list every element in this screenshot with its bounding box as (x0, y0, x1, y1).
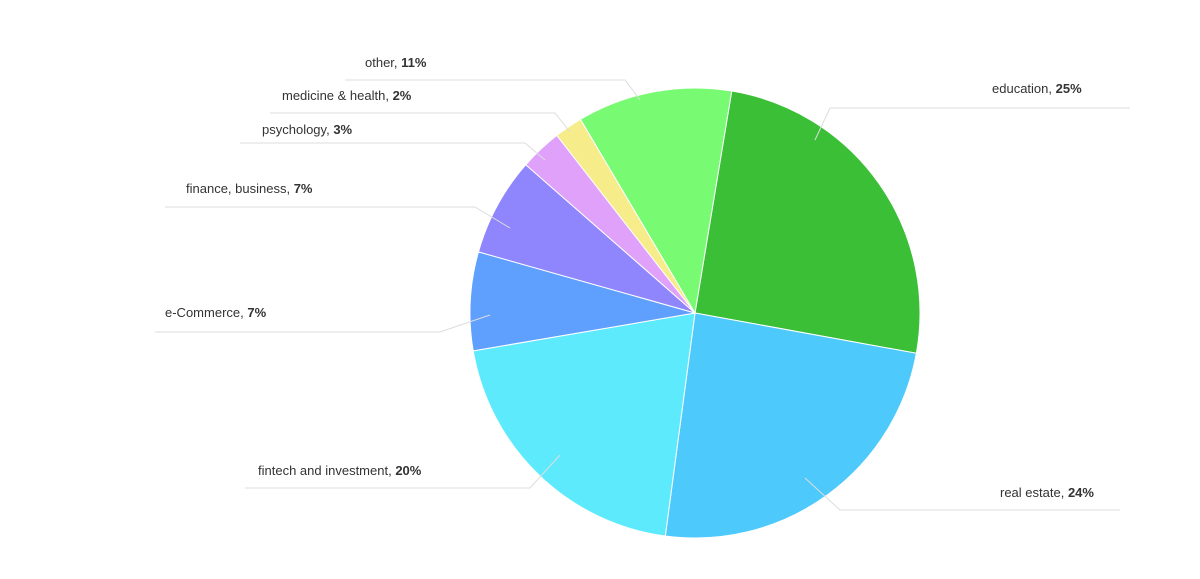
label-value: 7% (247, 305, 266, 320)
slice-label: education, 25% (992, 81, 1082, 96)
label-separator: , (388, 463, 395, 478)
slice-label: real estate, 24% (1000, 485, 1094, 500)
slice-label: psychology, 3% (262, 122, 353, 137)
leader-line (814, 107, 1130, 141)
label-value: 24% (1068, 485, 1094, 500)
label-name: other (365, 55, 395, 70)
slice-label: fintech and investment, 20% (258, 463, 422, 478)
label-value: 2% (393, 88, 412, 103)
pie-slice (472, 312, 696, 537)
label-name: medicine & health (282, 88, 385, 103)
leader-line (804, 477, 1120, 511)
pie-slice (664, 312, 917, 539)
slice-label: finance, business, 7% (186, 181, 313, 196)
label-name: real estate (1000, 485, 1061, 500)
pie-slice (694, 90, 921, 354)
label-name: fintech and investment (258, 463, 388, 478)
label-separator: , (385, 88, 392, 103)
label-value: 3% (333, 122, 352, 137)
label-separator: , (394, 55, 401, 70)
leader-line (270, 112, 571, 133)
pie-slice (579, 87, 733, 315)
slice-label: e-Commerce, 7% (165, 305, 267, 320)
label-separator: , (1048, 81, 1055, 96)
slice-label: medicine & health, 2% (282, 88, 412, 103)
label-separator: , (286, 181, 293, 196)
leader-line (345, 79, 641, 101)
label-name: education (992, 81, 1048, 96)
label-name: psychology (262, 122, 328, 137)
slice-label: other, 11% (365, 55, 427, 70)
label-separator: , (326, 122, 333, 137)
leader-line (245, 454, 561, 489)
label-name: e-Commerce (165, 305, 240, 320)
label-name: finance, business (186, 181, 287, 196)
leader-line (155, 314, 491, 333)
leader-line (240, 142, 546, 161)
label-value: 20% (395, 463, 421, 478)
label-value: 25% (1056, 81, 1082, 96)
label-separator: , (1061, 485, 1068, 500)
leader-line (165, 206, 511, 229)
label-separator: , (240, 305, 247, 320)
label-value: 11% (401, 55, 427, 70)
label-value: 7% (294, 181, 313, 196)
